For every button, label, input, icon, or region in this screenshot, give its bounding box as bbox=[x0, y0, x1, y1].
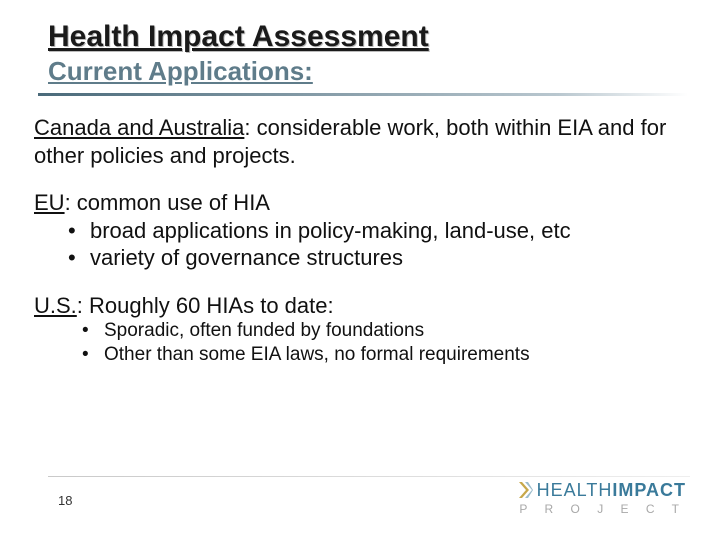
bullet-list: Sporadic, often funded by foundations Ot… bbox=[34, 319, 680, 367]
section-text: : Roughly 60 HIAs to date: bbox=[77, 293, 334, 318]
logo-text-impact: IMPACT bbox=[612, 480, 686, 500]
logo-text-health: HEALTH bbox=[537, 480, 613, 500]
logo-text-project: P R O J E C T bbox=[519, 502, 686, 516]
footer: 18 HEALTHIMPACT P R O J E C T bbox=[0, 476, 720, 518]
bullet-item: variety of governance structures bbox=[90, 244, 680, 272]
footer-rule bbox=[48, 476, 690, 477]
section-lead: U.S. bbox=[34, 293, 77, 318]
section-eu: EU: common use of HIA broad applications… bbox=[34, 189, 680, 272]
logo: HEALTHIMPACT P R O J E C T bbox=[519, 481, 686, 516]
logo-wordmark: HEALTHIMPACT bbox=[519, 481, 686, 501]
bullet-list: broad applications in policy-making, lan… bbox=[34, 217, 680, 272]
bullet-item: Other than some EIA laws, no formal requ… bbox=[104, 343, 680, 367]
page-number: 18 bbox=[58, 493, 72, 508]
section-lead: Canada and Australia bbox=[34, 115, 244, 140]
slide-subtitle: Current Applications: bbox=[48, 56, 688, 87]
title-rule bbox=[38, 93, 688, 96]
body-content: Canada and Australia: considerable work,… bbox=[48, 114, 688, 367]
section-canada-australia: Canada and Australia: considerable work,… bbox=[34, 114, 680, 169]
slide-title: Health Impact Assessment bbox=[48, 20, 688, 54]
slide: Health Impact Assessment Current Applica… bbox=[0, 0, 720, 540]
section-lead: EU bbox=[34, 190, 65, 215]
section-text: : common use of HIA bbox=[65, 190, 270, 215]
section-us: U.S.: Roughly 60 HIAs to date: Sporadic,… bbox=[34, 292, 680, 367]
bullet-item: broad applications in policy-making, lan… bbox=[90, 217, 680, 245]
bullet-item: Sporadic, often funded by foundations bbox=[104, 319, 680, 343]
chevron-icon bbox=[519, 482, 533, 501]
